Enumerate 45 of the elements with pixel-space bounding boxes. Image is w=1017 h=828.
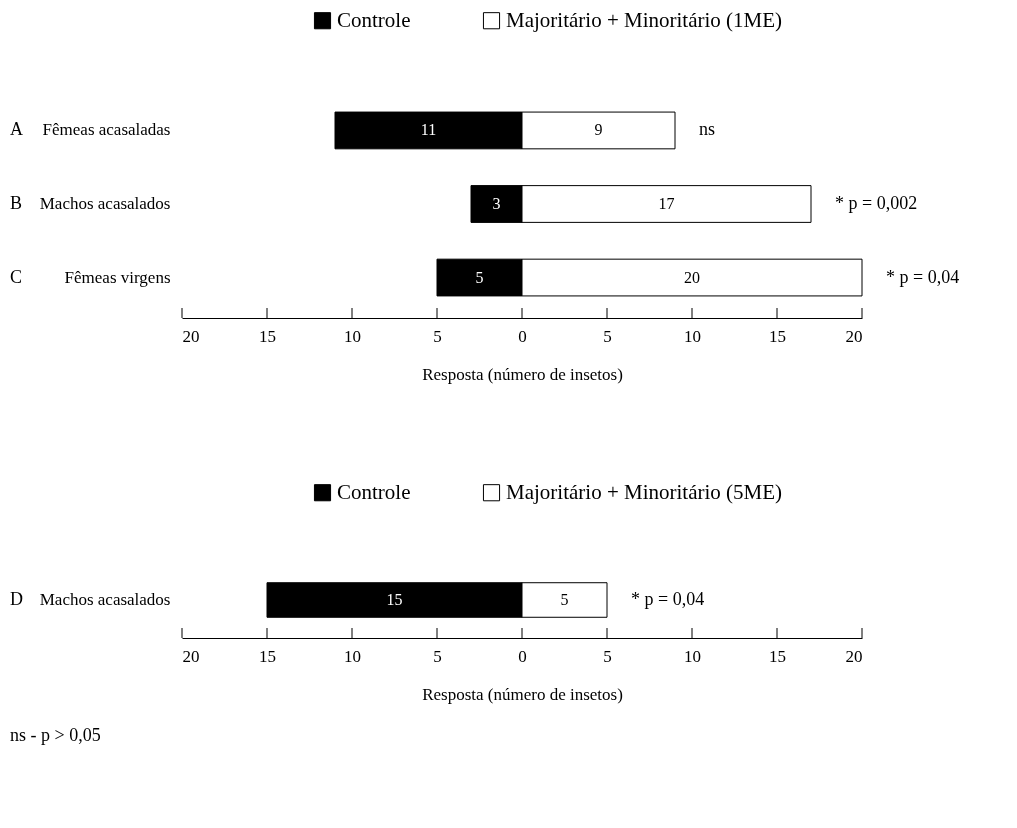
x-tick-label: 15 [259,326,276,346]
legend-label: Majoritário + Minoritário (5ME) [506,479,783,504]
x-tick-label: 10 [684,646,701,666]
x-tick-label: 5 [433,646,442,666]
x-axis-title: Resposta (número de insetos) [422,364,623,384]
x-tick-label: 10 [684,326,701,346]
y-tick-label: Fêmeas virgens [64,267,171,287]
legend-label: Controle [337,7,411,32]
data-label: 9 [594,121,603,139]
x-axis-title: Resposta (número de insetos) [422,684,623,704]
x-tick-label: 0 [518,326,527,346]
data-label: 11 [420,121,437,139]
y-tick-label: Machos acasalados [39,590,171,609]
legend-label: Controle [337,479,411,504]
x-tick-label: 20 [182,326,200,346]
annotation: * p = 0,04 [886,266,960,287]
x-tick-label: 10 [344,326,361,346]
x-tick-label: 20 [182,646,200,666]
text: D [10,589,23,609]
x-tick-label: 10 [344,646,361,666]
x-tick-label: 5 [603,646,612,666]
y-tick-label: Fêmeas acasaladas [42,120,171,140]
annotation: ns [699,119,716,140]
data-label: 5 [560,591,569,608]
x-tick-label: 15 [769,326,786,346]
x-tick-label: 15 [769,646,786,666]
x-tick-label: 20 [845,326,863,346]
text: ns - p > 0,05 [10,725,101,745]
text: A [10,119,23,140]
data-label: 15 [386,591,403,608]
data-label: 17 [658,195,675,212]
annotation: * p = 0,002 [835,193,918,213]
x-tick-label: 5 [433,326,442,346]
data-label: 20 [684,268,700,286]
x-tick-label: 15 [259,646,276,666]
data-label: 5 [475,268,484,286]
x-tick-label: 20 [845,646,863,666]
text: C [10,266,23,287]
legend-label: Majoritário + Minoritário (1ME) [506,7,783,32]
y-tick-label: Machos acasalados [39,194,171,213]
annotation: * p = 0,04 [631,589,705,609]
x-tick-label: 5 [603,326,612,346]
data-label: 3 [492,195,501,212]
x-tick-label: 0 [518,646,527,666]
text: B [10,193,23,213]
